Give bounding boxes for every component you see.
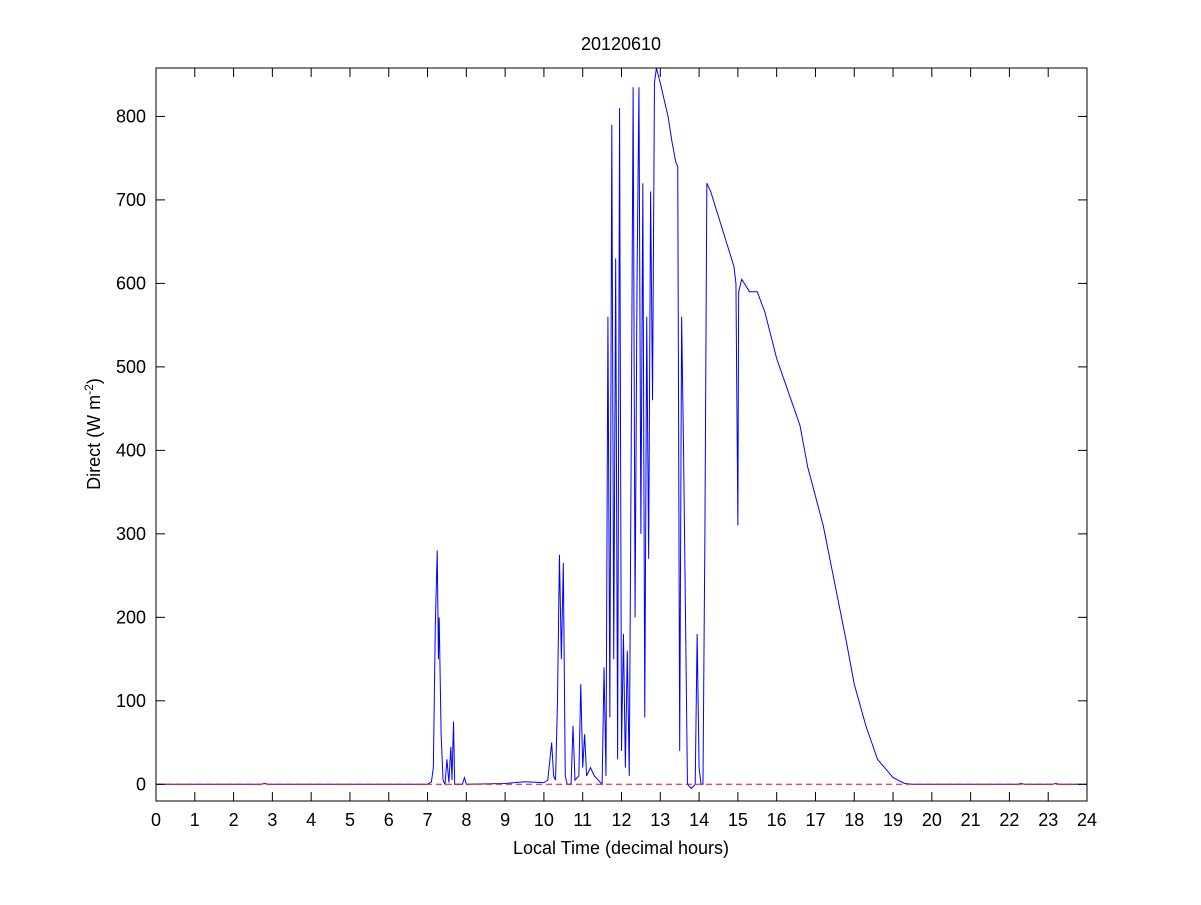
x-tick-label: 5 [345,810,355,830]
chart-title: 20120610 [581,34,661,54]
y-tick-label: 100 [116,691,146,711]
x-tick-label: 2 [229,810,239,830]
y-label-end: ) [84,378,104,384]
y-axis-label: Direct (W m-2) [82,378,104,490]
y-tick-label: 300 [116,524,146,544]
x-tick-label: 17 [805,810,825,830]
y-tick-label: 400 [116,440,146,460]
x-tick-label: 7 [423,810,433,830]
x-tick-label: 11 [573,810,592,830]
x-tick-label: 12 [611,810,631,830]
x-tick-label: 0 [151,810,161,830]
y-tick-label: 600 [116,273,146,293]
x-tick-label: 18 [844,810,864,830]
y-tick-label: 800 [116,106,146,126]
x-tick-label: 20 [922,810,942,830]
y-tick-label: 500 [116,357,146,377]
x-tick-label: 14 [689,810,709,830]
x-tick-label: 9 [500,810,510,830]
x-tick-label: 8 [461,810,471,830]
x-tick-label: 6 [384,810,394,830]
x-tick-label: 3 [267,810,277,830]
x-tick-label: 21 [961,810,981,830]
x-tick-label: 1 [190,810,200,830]
x-tick-label: 23 [1038,810,1058,830]
x-tick-label: 13 [650,810,670,830]
y-label-text: Direct (W m [84,395,104,490]
y-tick-label: 700 [116,190,146,210]
x-tick-label: 24 [1077,810,1097,830]
x-tick-label: 22 [999,810,1019,830]
y-tick-label: 200 [116,607,146,627]
x-axis-label: Local Time (decimal hours) [513,838,729,858]
x-tick-label: 16 [767,810,787,830]
y-label-sup: -2 [82,384,96,395]
y-tick-label: 0 [136,774,146,794]
x-tick-label: 10 [534,810,554,830]
x-tick-label: 4 [306,810,316,830]
x-tick-label: 15 [728,810,748,830]
data-line [156,67,1087,790]
x-tick-label: 19 [883,810,903,830]
